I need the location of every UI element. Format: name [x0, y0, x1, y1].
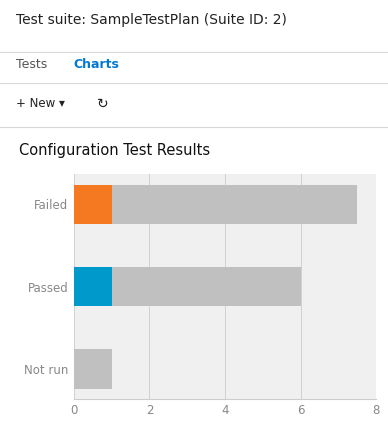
Bar [74, 349, 112, 389]
Bar [112, 267, 301, 307]
Text: + New ▾: + New ▾ [16, 97, 64, 110]
Text: Charts: Charts [74, 58, 120, 72]
Text: Tests: Tests [16, 58, 47, 72]
Bar [74, 184, 112, 224]
Text: ↻: ↻ [97, 97, 109, 111]
Bar [112, 184, 357, 224]
Text: Configuration Test Results: Configuration Test Results [19, 143, 211, 158]
Text: Test suite: SampleTestPlan (Suite ID: 2): Test suite: SampleTestPlan (Suite ID: 2) [16, 13, 286, 27]
Bar [74, 267, 112, 307]
